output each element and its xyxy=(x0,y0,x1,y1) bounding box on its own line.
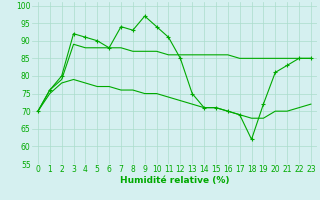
X-axis label: Humidité relative (%): Humidité relative (%) xyxy=(120,176,229,185)
